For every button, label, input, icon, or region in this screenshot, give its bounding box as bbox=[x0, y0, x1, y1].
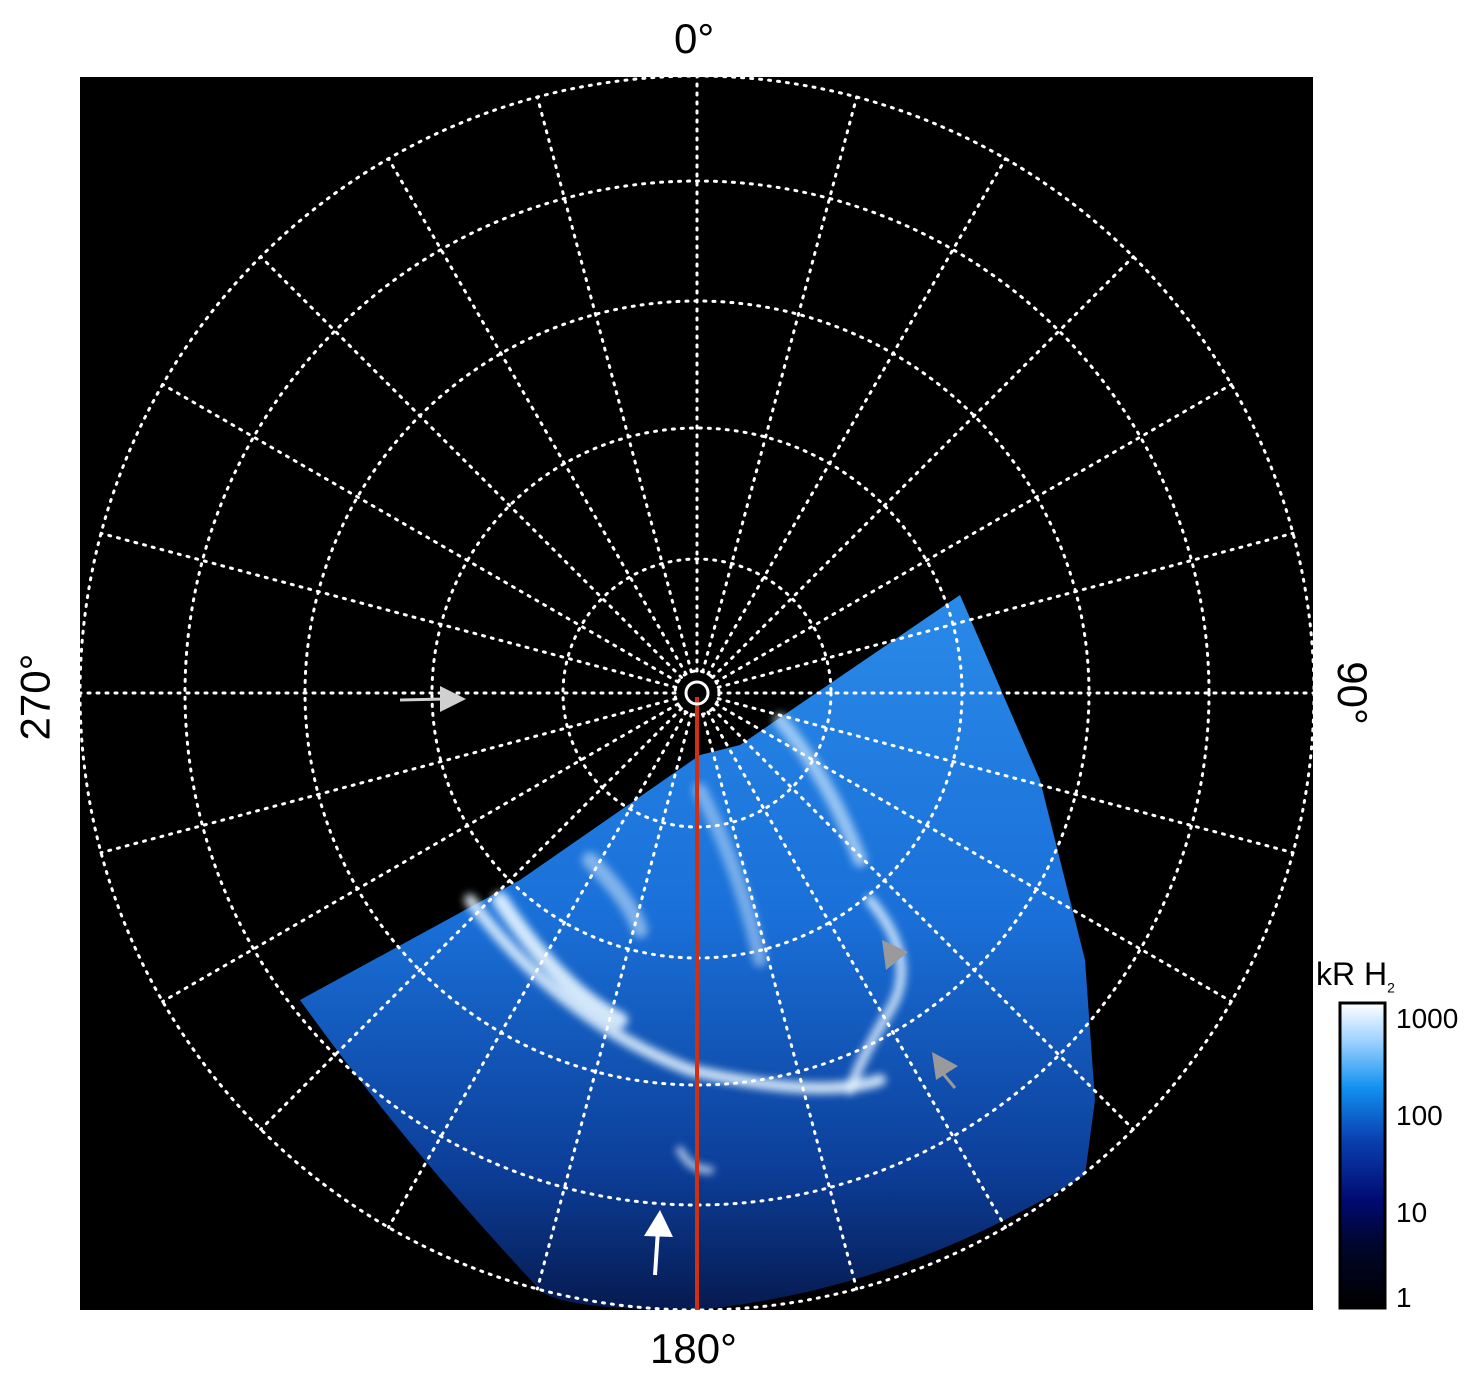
pole-marker bbox=[684, 680, 710, 706]
meridian-line bbox=[714, 383, 1233, 684]
colorbar bbox=[1338, 1001, 1387, 1310]
meridian-line bbox=[535, 95, 693, 674]
colorbar-title: kR H2 bbox=[1316, 956, 1395, 996]
meridian-line bbox=[701, 95, 859, 674]
meridian-line bbox=[701, 712, 859, 1291]
meridian-line bbox=[99, 697, 678, 855]
arrowhead-upper bbox=[882, 940, 908, 970]
lon-label-right: 90° bbox=[1328, 661, 1376, 725]
meridian-line bbox=[259, 707, 683, 1131]
meridian-line bbox=[716, 697, 1295, 855]
meridian-line bbox=[161, 383, 680, 684]
meridian-line bbox=[714, 702, 1233, 1003]
arrow-270 bbox=[399, 686, 466, 712]
meridian-line bbox=[711, 255, 1135, 679]
meridian-line bbox=[716, 531, 1295, 689]
meridian-line bbox=[387, 157, 688, 676]
meridian-line bbox=[706, 710, 1007, 1229]
meridian-line bbox=[535, 712, 693, 1291]
arrowhead-lower bbox=[932, 1052, 958, 1089]
meridian-line bbox=[711, 707, 1135, 1131]
colorbar-tick-1000: 1000 bbox=[1396, 1003, 1459, 1034]
meridian-line bbox=[259, 255, 683, 679]
emission-arcs bbox=[464, 713, 907, 1174]
colorbar-tick-100: 100 bbox=[1396, 1100, 1443, 1131]
lon-label-bottom: 180° bbox=[650, 1325, 737, 1372]
colorbar-tick-10: 10 bbox=[1396, 1197, 1428, 1228]
meridian-line bbox=[99, 531, 678, 689]
arrow-180 bbox=[644, 1210, 673, 1276]
lon-label-top: 0° bbox=[674, 15, 715, 62]
meridian-line bbox=[387, 710, 688, 1229]
meridian-line bbox=[706, 157, 1007, 676]
meridian-line bbox=[161, 702, 680, 1003]
colorbar-tick-1: 1 bbox=[1396, 1282, 1412, 1313]
lon-label-left: 270° bbox=[11, 653, 59, 741]
